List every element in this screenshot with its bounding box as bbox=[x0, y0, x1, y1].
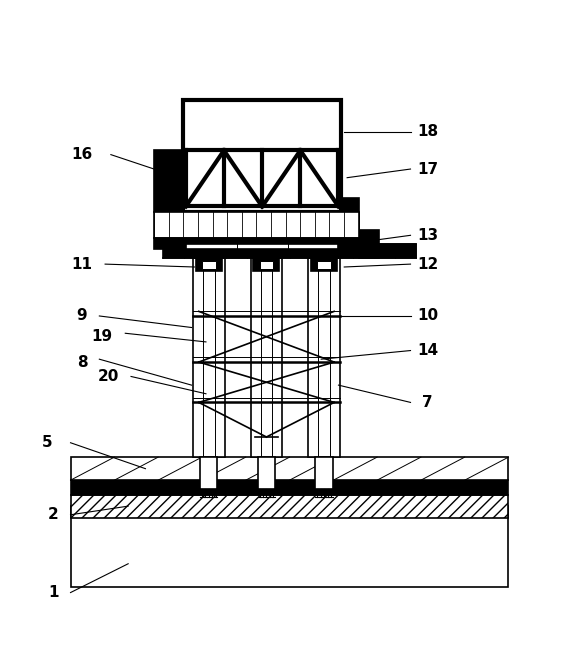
Text: 5: 5 bbox=[42, 435, 53, 450]
Bar bbox=[358, 229, 379, 258]
Text: 1: 1 bbox=[48, 585, 58, 600]
Bar bbox=[71, 457, 508, 480]
Text: 7: 7 bbox=[423, 395, 433, 410]
Text: 19: 19 bbox=[91, 329, 113, 344]
Bar bbox=[317, 261, 331, 269]
Text: 13: 13 bbox=[417, 228, 438, 243]
Text: 8: 8 bbox=[77, 354, 87, 369]
Text: 18: 18 bbox=[417, 124, 438, 139]
Bar bbox=[316, 457, 333, 489]
Bar bbox=[154, 238, 358, 248]
Text: 11: 11 bbox=[72, 257, 93, 272]
Text: 10: 10 bbox=[417, 309, 438, 324]
Bar bbox=[308, 258, 340, 457]
Bar bbox=[193, 258, 225, 457]
Bar bbox=[202, 261, 216, 269]
Text: 16: 16 bbox=[71, 147, 93, 162]
Text: 12: 12 bbox=[417, 257, 438, 272]
Bar bbox=[258, 457, 275, 489]
Bar bbox=[200, 457, 218, 489]
Text: 2: 2 bbox=[48, 507, 58, 522]
Bar bbox=[163, 244, 416, 258]
Bar bbox=[251, 258, 283, 457]
Bar bbox=[71, 495, 508, 517]
Text: 17: 17 bbox=[417, 162, 438, 177]
Bar bbox=[183, 100, 342, 212]
Bar bbox=[71, 506, 508, 587]
Bar bbox=[154, 151, 183, 212]
Text: 14: 14 bbox=[417, 343, 438, 358]
Text: 9: 9 bbox=[77, 309, 87, 324]
Bar bbox=[254, 258, 280, 271]
Bar bbox=[342, 198, 358, 244]
Text: 20: 20 bbox=[97, 369, 119, 384]
Bar bbox=[186, 244, 339, 248]
Bar bbox=[196, 258, 222, 271]
Bar bbox=[71, 480, 508, 495]
Bar bbox=[154, 212, 358, 238]
Bar bbox=[311, 258, 337, 271]
Bar bbox=[259, 261, 273, 269]
